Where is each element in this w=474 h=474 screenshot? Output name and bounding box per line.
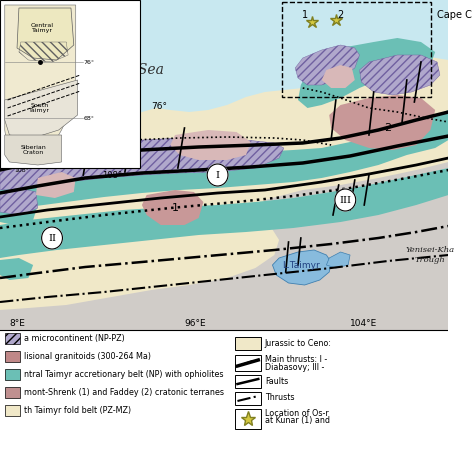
Bar [235, 337, 261, 350]
Polygon shape [0, 168, 448, 258]
Polygon shape [0, 200, 38, 225]
Text: 76°: 76° [151, 101, 167, 110]
Text: 108°: 108° [102, 171, 122, 180]
Bar [0, 0, 140, 168]
Bar [5, 333, 20, 344]
Polygon shape [273, 250, 331, 285]
Polygon shape [0, 0, 448, 152]
Text: at Kunar (1) and: at Kunar (1) and [265, 417, 330, 426]
Text: 68°: 68° [83, 116, 94, 120]
Text: 104°E: 104°E [350, 319, 377, 328]
Bar [235, 375, 261, 388]
Text: ntral Taimyr accretionary belt (NP) with ophiolites: ntral Taimyr accretionary belt (NP) with… [24, 370, 223, 379]
Text: II: II [48, 234, 56, 243]
Text: Location of Os-r: Location of Os-r [265, 409, 328, 418]
Polygon shape [0, 110, 448, 210]
Polygon shape [0, 162, 448, 330]
Text: lisional granitoids (300-264 Ma): lisional granitoids (300-264 Ma) [24, 352, 151, 361]
Text: 1: 1 [172, 203, 179, 213]
Text: 2: 2 [337, 10, 344, 20]
Bar [0, 330, 448, 474]
Bar [235, 355, 261, 371]
Text: Faults: Faults [265, 376, 288, 385]
Text: I: I [216, 171, 219, 180]
Circle shape [42, 227, 63, 249]
Text: 76°: 76° [83, 60, 94, 64]
Bar [0, 0, 448, 330]
Bar [235, 392, 261, 405]
Polygon shape [0, 138, 284, 190]
Bar [5, 369, 20, 380]
Polygon shape [0, 258, 33, 280]
Text: Main thrusts: I -: Main thrusts: I - [265, 356, 327, 365]
Polygon shape [359, 55, 440, 95]
Polygon shape [5, 80, 78, 138]
Text: Diabasovy; III -: Diabasovy; III - [265, 363, 324, 372]
Polygon shape [170, 130, 251, 160]
Circle shape [207, 164, 228, 186]
Text: mont-Shrenk (1) and Faddey (2) cratonic terranes: mont-Shrenk (1) and Faddey (2) cratonic … [24, 388, 224, 397]
Polygon shape [295, 45, 359, 85]
Text: Siberian
Craton: Siberian Craton [20, 145, 46, 155]
Text: 108°: 108° [14, 167, 29, 173]
Polygon shape [5, 5, 76, 162]
Text: 2: 2 [384, 123, 392, 133]
Text: South
Taimyr: South Taimyr [29, 102, 50, 113]
Polygon shape [329, 95, 435, 150]
Text: Cape C: Cape C [437, 10, 472, 20]
Text: Kara Sea: Kara Sea [100, 63, 164, 77]
Text: Central
Taimyr: Central Taimyr [31, 23, 54, 33]
Polygon shape [5, 135, 62, 165]
Polygon shape [327, 252, 350, 268]
Polygon shape [322, 65, 355, 88]
Text: 1: 1 [301, 10, 308, 20]
Circle shape [335, 189, 356, 211]
Text: a microcontinent (NP-PZ): a microcontinent (NP-PZ) [24, 334, 124, 343]
Polygon shape [0, 145, 36, 168]
Polygon shape [298, 38, 435, 108]
Bar [5, 387, 20, 398]
Polygon shape [36, 172, 76, 198]
Bar [5, 351, 20, 362]
Text: 68°: 68° [95, 157, 110, 166]
Text: III: III [339, 196, 351, 205]
Text: L.Taimyr: L.Taimyr [282, 261, 320, 270]
Polygon shape [17, 8, 74, 60]
Text: th Taimyr fold belt (PZ-MZ): th Taimyr fold belt (PZ-MZ) [24, 406, 131, 415]
Text: Yenisei-Kha
Trough: Yenisei-Kha Trough [406, 246, 455, 264]
Text: Jurassic to Ceno:: Jurassic to Ceno: [265, 338, 332, 347]
Bar [5, 405, 20, 416]
Polygon shape [0, 188, 38, 215]
Bar [282, 2, 431, 97]
Polygon shape [364, 55, 407, 82]
Polygon shape [142, 190, 203, 225]
Text: 96°E: 96°E [184, 319, 206, 328]
Text: Thrusts: Thrusts [265, 393, 294, 402]
Bar [235, 409, 261, 429]
Text: 8°E: 8°E [9, 319, 25, 328]
